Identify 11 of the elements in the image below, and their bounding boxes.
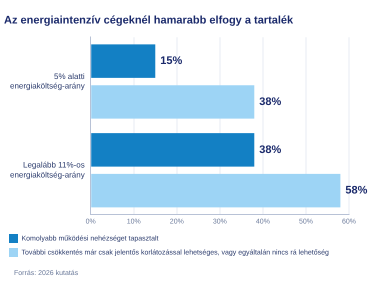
y-tick-label: Legalább 11%-os energiaköltség-arány	[10, 160, 85, 180]
chart-title: Az energiaintenzív cégeknél hamarabb elfogy a tartalék	[4, 14, 294, 27]
data-label: 58%	[345, 184, 368, 197]
bar	[91, 133, 254, 167]
bar	[91, 44, 156, 78]
bar	[91, 174, 340, 208]
data-label: 15%	[160, 55, 183, 68]
data-label: 38%	[259, 144, 282, 156]
data-label: 38%	[259, 96, 282, 108]
y-tick-label: 5% alatti energiaköltség-arány	[10, 72, 85, 91]
bar	[91, 85, 254, 119]
